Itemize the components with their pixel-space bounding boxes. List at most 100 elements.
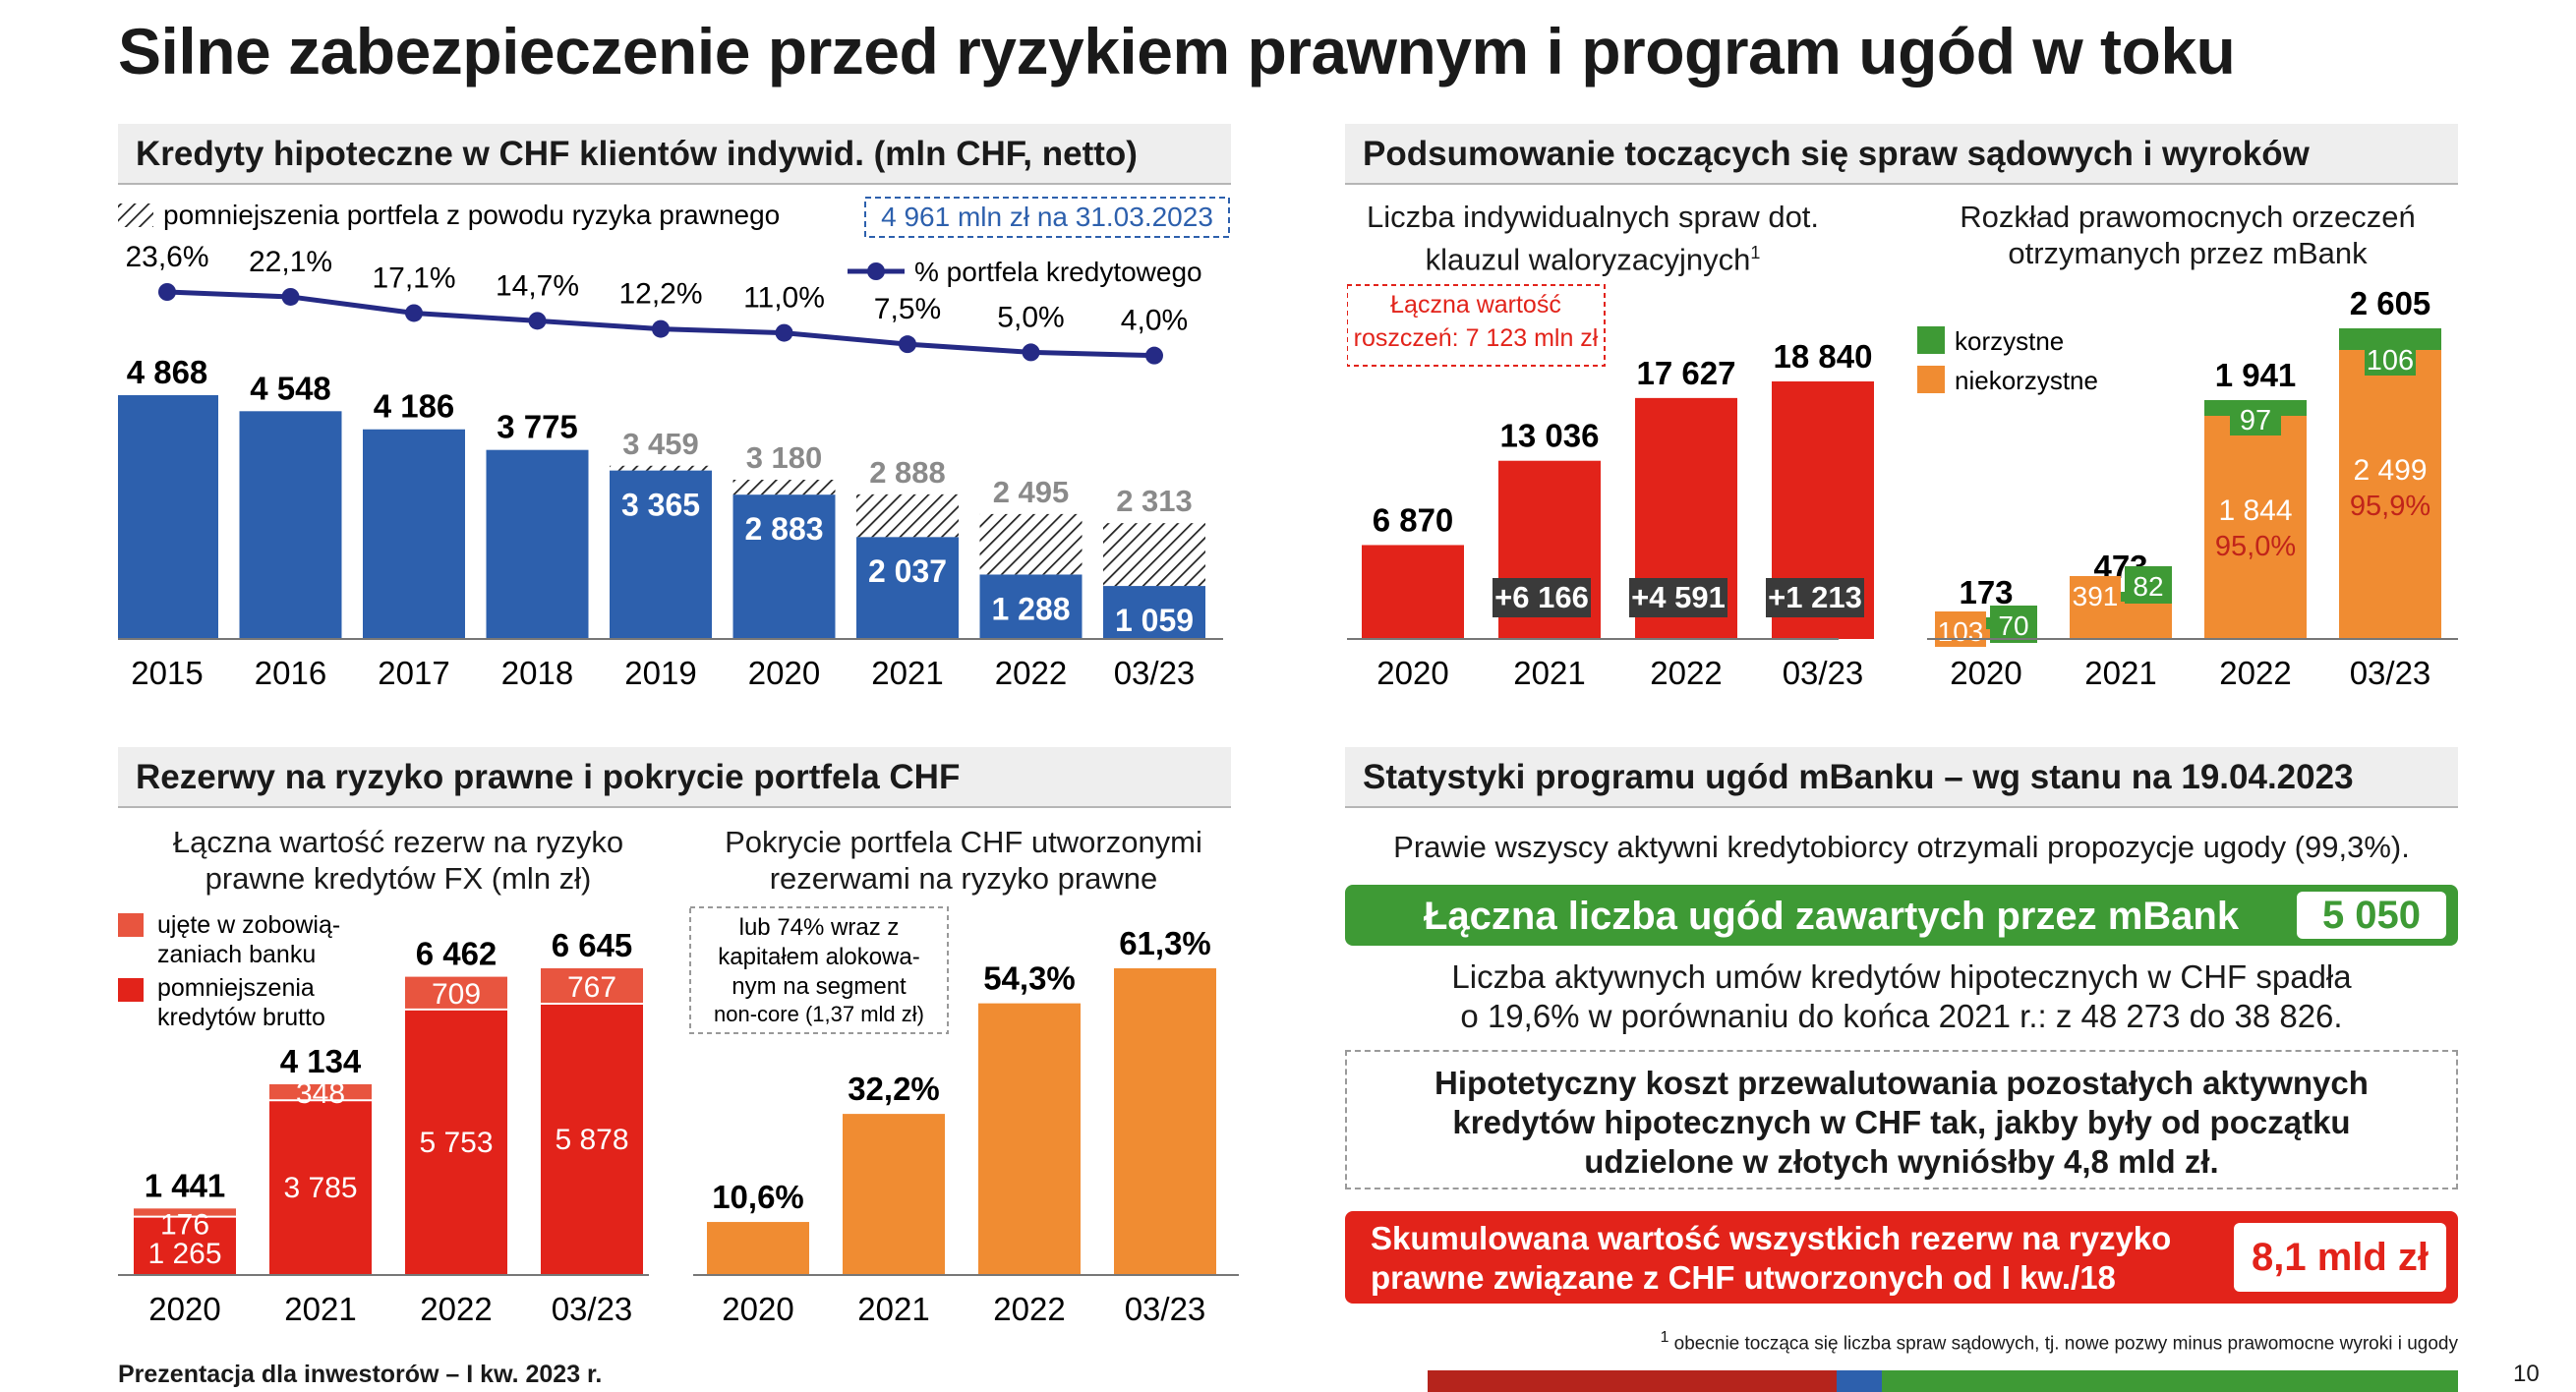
coverage-subtitle-line2: rezerwami na ryzyko prawne: [769, 861, 1158, 896]
portfolio-reduction-box: [864, 197, 1230, 238]
x-tick-label: 2021: [284, 1291, 356, 1322]
portfolio-share-label: 5,0%: [997, 301, 1064, 333]
brand-stripe-green: [1882, 1370, 2458, 1392]
x-tick-label: 03/23: [552, 1291, 633, 1322]
net-value-label: 4 186: [374, 388, 455, 425]
bar-coverage: [978, 1003, 1081, 1275]
increment-badge: [1766, 578, 1864, 617]
bar-liabilities: [541, 968, 643, 1005]
coverage-value-label: 10,6%: [712, 1179, 804, 1215]
judgments-subtitle-line1: Rozkład prawomocnych orzeczeń: [1960, 200, 2416, 234]
gross-value-label: 2 495: [993, 475, 1070, 509]
provisions-subtitle-line2: prawne kredytów FX (mln zł): [205, 861, 592, 896]
bar-legal-risk-reduction: [856, 493, 959, 538]
unfavorable-share-label: 95,0%: [2215, 531, 2296, 562]
provisions-total-label: 1 441: [145, 1167, 226, 1203]
increment-label: +6 166: [1494, 580, 1589, 614]
portfolio-share-label: 12,2%: [618, 278, 702, 311]
claims-box: [1347, 284, 1606, 367]
x-tick-label: 2020: [748, 655, 820, 691]
x-tick-label: 2021: [871, 655, 943, 691]
judgments-subtitle: Rozkład prawomocnych orzeczeń otrzymanyc…: [1893, 199, 2483, 271]
net-value-label: 3 365: [621, 488, 700, 523]
x-tick-label: 2022: [993, 1291, 1065, 1322]
brand-stripe-red: [1428, 1370, 1837, 1392]
settlements-count-value: 5 050: [2297, 892, 2446, 939]
portfolio-share-label: 11,0%: [743, 282, 825, 315]
lawsuits-value-label: 6 870: [1373, 501, 1454, 538]
page-title: Silne zabezpieczenie przed ryzykiem praw…: [118, 15, 2236, 87]
x-tick-label: 03/23: [1125, 1291, 1206, 1322]
portfolio-share-label: 4,0%: [1121, 305, 1188, 337]
chf-loans-chart: pomniejszenia portfela z powodu ryzyka p…: [118, 197, 1230, 691]
x-tick-label: 03/23: [1114, 655, 1196, 691]
bar-legal-risk-reduction: [610, 465, 712, 471]
provisions-total-label: 6 462: [416, 936, 498, 972]
x-tick-label: 03/23: [2350, 655, 2431, 691]
portfolio-share-point: [1022, 343, 1040, 362]
bar-gross-reduction: [405, 1009, 507, 1275]
bar-gross-reduction: [134, 1216, 236, 1275]
x-tick-label: 2022: [1650, 655, 1722, 691]
net-value-label: 1 059: [1115, 603, 1194, 638]
gross-reduction-value-label: 3 785: [283, 1172, 357, 1204]
x-tick-label: 2022: [420, 1291, 492, 1322]
portfolio-share-point: [158, 283, 176, 301]
judgments-total-label: 1 941: [2215, 357, 2297, 393]
bar-liabilities: [269, 1083, 372, 1101]
increment-label: +4 591: [1631, 580, 1726, 614]
liabilities-value-label: 767: [567, 971, 616, 1004]
favorable-badge: [1990, 606, 2037, 643]
legend-liabilities-line1: ujęte w zobowią-: [157, 911, 340, 939]
bar-coverage: [843, 1114, 945, 1275]
legend-liabilities-swatch: [118, 913, 144, 937]
coverage-note-line1: lub 74% wraz z: [739, 914, 900, 941]
lawsuits-subtitle-line1: Liczba indywidualnych spraw dot.: [1366, 200, 1820, 234]
x-tick-label: 2022: [2219, 655, 2291, 691]
provisions-subtitle: Łączna wartość rezerw na ryzyko prawne k…: [118, 824, 678, 897]
page-number: 10: [2513, 1361, 2540, 1387]
bar-legal-risk-reduction: [979, 513, 1083, 575]
brand-stripe-blue: [1837, 1370, 1882, 1392]
increment-badge: [1493, 578, 1591, 617]
portfolio-share-label: 17,1%: [372, 261, 455, 294]
cumulative-provisions-banner: Skumulowana wartość wszystkich rezerw na…: [1345, 1211, 2458, 1304]
settlement-offer-text: Prawie wszyscy aktywni kredytobiorcy otr…: [1393, 830, 2410, 864]
x-tick-label: 2021: [857, 1291, 929, 1322]
coverage-subtitle-line1: Pokrycie portfela CHF utworzonymi: [725, 825, 1202, 859]
bar-liabilities: [134, 1208, 236, 1217]
portfolio-share-point: [1145, 346, 1163, 365]
favorable-value-label: 70: [1998, 610, 2028, 641]
footnote-mark: 1: [1660, 1329, 1669, 1346]
judgments-total-label: 173: [1959, 574, 2013, 610]
x-tick-label: 2020: [1950, 655, 2021, 691]
x-tick-label: 2020: [1376, 655, 1448, 691]
lawsuits-value-label: 18 840: [1774, 338, 1873, 375]
legend-favorable-label: korzystne: [1955, 326, 2064, 356]
footnote: 1 obecnie tocząca się liczba spraw sądow…: [1357, 1329, 2458, 1355]
active-contracts-line1: Liczba aktywnych umów kredytów hipoteczn…: [1451, 958, 2352, 995]
cumulative-provisions-value: 8,1 mld zł: [2234, 1223, 2446, 1292]
increment-label: +1 213: [1768, 580, 1862, 614]
bar-gross-reduction: [269, 1100, 372, 1275]
unfavorable-value-label: 391: [2073, 581, 2119, 611]
net-value-label: 2 037: [868, 553, 947, 589]
portfolio-share-point: [528, 312, 547, 330]
bar-net-loans: [856, 537, 959, 639]
net-value-label: 4 868: [127, 354, 208, 390]
net-value-label: 4 548: [250, 370, 331, 406]
bar-net-loans: [118, 395, 218, 639]
cumulative-provisions-label: Skumulowana wartość wszystkich rezerw na…: [1371, 1219, 2171, 1298]
coverage-value-label: 54,3%: [983, 960, 1076, 997]
favorable-badge: [2230, 402, 2281, 435]
gross-reduction-value-label: 5 753: [419, 1127, 493, 1159]
coverage-note-line3: nym na segment: [732, 973, 907, 1000]
x-tick-label: 2021: [2084, 655, 2156, 691]
lawsuits-subtitle: Liczba indywidualnych spraw dot. klauzul…: [1347, 199, 1839, 277]
panel-title-chf-loans: Kredyty hipoteczne w CHF klientów indywi…: [118, 124, 1231, 185]
x-tick-label: 2017: [378, 655, 449, 691]
provisions-coverage-chart: ujęte w zobowią- zaniach banku pomniejsz…: [118, 906, 1239, 1322]
gross-value-label: 3 180: [746, 440, 823, 475]
unfavorable-value-label: 2 499: [2353, 454, 2427, 487]
active-contracts-line2: o 19,6% w porównaniu do końca 2021 r.: z…: [1460, 998, 2343, 1034]
